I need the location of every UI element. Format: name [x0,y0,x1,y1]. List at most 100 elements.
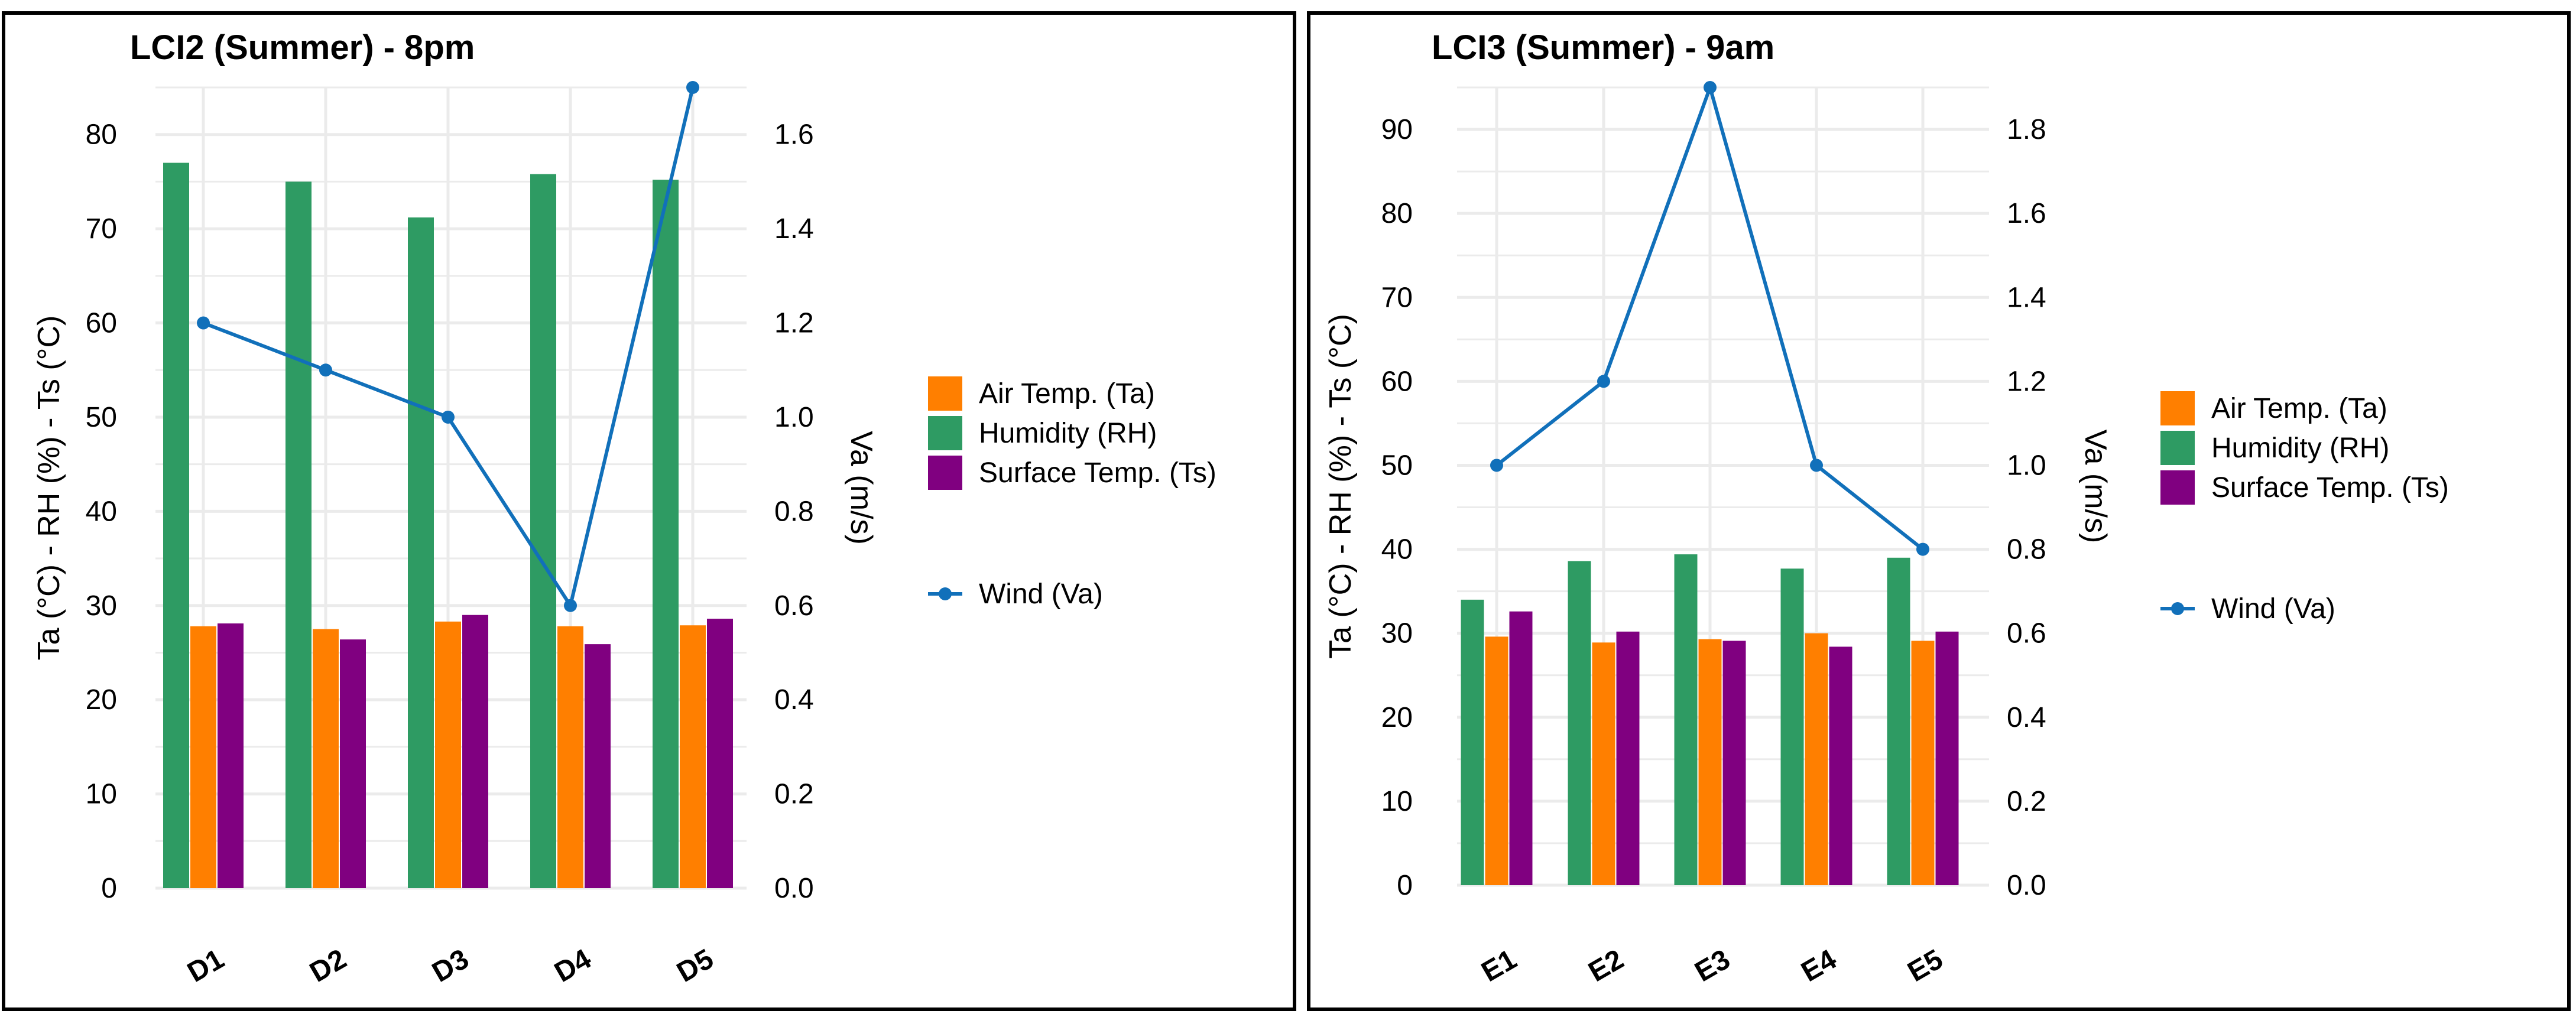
bar-air_temp-E1 [1485,636,1508,885]
chart-title: LCI3 (Summer) - 9am [1432,28,1774,67]
y-tick-label: 60 [86,308,117,339]
y2-axis-title: Va (m/s) [2078,430,2113,544]
y-tick-label: 70 [1381,282,1413,313]
wind-point-D1 [197,316,210,330]
y-tick-label: 50 [1381,450,1413,481]
bar-series-air_temp [190,621,706,888]
legend-swatch-surface_temp [2160,470,2195,505]
wind-point-D2 [319,363,332,377]
bar-humidity-E3 [1674,554,1698,885]
wind-point-E4 [1810,459,1823,472]
legend-swatch-air_temp [2160,391,2195,425]
bar-series-humidity [163,162,679,889]
y2-tick-label: 0.6 [774,590,814,622]
bar-surface_temp-D5 [707,619,733,888]
wind-point-E5 [1916,542,1929,556]
y2-tick-label: 1.2 [774,308,814,339]
bar-air_temp-D4 [557,626,583,888]
y-tick-label: 40 [1381,534,1413,566]
bar-surface_temp-D3 [462,615,488,888]
y2-tick-label: 0.0 [774,873,814,904]
bar-air_temp-D5 [680,625,706,888]
y2-tick-label: 1.4 [2007,282,2046,313]
bar-surface_temp-D1 [218,623,244,888]
y-tick-label: 80 [86,119,117,151]
y-tick-label: 20 [1381,702,1413,733]
bar-humidity-E1 [1461,599,1484,885]
y-tick-label: 50 [86,402,117,433]
bar-air_temp-D3 [435,621,461,888]
y2-tick-label: 1.0 [774,402,814,433]
bar-humidity-D1 [163,162,189,888]
legend: Air Temp. (Ta) Humidity (RH) Surface Temp.… [928,376,1216,610]
bar-humidity-D4 [530,174,556,888]
y2-tick-label: 0.4 [774,684,814,716]
legend-swatch-humidity [2160,431,2195,465]
y2-tick-label: 1.6 [2007,198,2046,229]
y2-tick-label: 0.2 [774,779,814,810]
y-tick-label: 0 [1397,870,1413,901]
wind-point-D4 [564,599,577,612]
bar-surface_temp-E5 [1935,631,1959,885]
wind-point-D3 [442,410,455,424]
y2-tick-label: 0.8 [774,496,814,527]
bar-series-air_temp [1485,633,1935,885]
bar-surface_temp-E3 [1722,641,1746,885]
legend-label: Humidity (RH) [979,418,1157,449]
y-tick-label: 70 [86,213,117,245]
bar-humidity-D3 [408,217,434,888]
bar-surface_temp-D2 [340,639,366,888]
y2-tick-label: 1.6 [774,119,814,151]
bar-surface_temp-E1 [1509,611,1533,885]
y2-tick-label: 0.2 [2007,786,2046,817]
y-tick-label: 30 [86,590,117,622]
bar-series-surface_temp [218,615,733,888]
y-tick-label: 0 [101,873,117,904]
y2-tick-label: 1.8 [2007,114,2046,145]
bar-air_temp-E3 [1698,639,1722,885]
y2-tick-label: 0.6 [2007,618,2046,649]
chart-panel-2: 0 10 20 30 40 50 60 70 80 90 0.0 0.2 0.4 0.6 0.8 1.0 1.2… [1307,11,2571,1011]
y2-tick-label: 0.8 [2007,534,2046,566]
wind-point-E3 [1704,81,1717,94]
wind-point-E2 [1597,375,1610,388]
bar-humidity-E5 [1887,557,1910,885]
y2-tick-label: 0.0 [2007,870,2046,901]
bar-air_temp-E2 [1592,642,1615,885]
legend-wind-point [2171,602,2184,615]
bar-surface_temp-D4 [585,644,611,888]
bar-air_temp-D2 [313,629,339,888]
chart-title: LCI2 (Summer) - 8pm [130,28,475,67]
y-tick-label: 60 [1381,366,1413,397]
bar-series-humidity [1461,554,1910,885]
legend-wind-point [939,587,952,600]
wind-point-D5 [686,81,699,94]
bar-surface_temp-E4 [1829,646,1852,885]
y2-tick-label: 0.4 [2007,702,2046,733]
bar-surface_temp-E2 [1616,631,1640,885]
y-tick-label: 20 [86,684,117,716]
legend-label: Humidity (RH) [2211,433,2389,464]
chart-panel-1: 0 10 20 30 40 50 60 70 80 0.0 0.2 0.4 0.6 0.8 1.0 1.2 1.… [2,11,1296,1011]
bar-humidity-D5 [653,180,679,889]
bar-air_temp-D1 [190,626,216,888]
bar-humidity-E2 [1568,561,1591,885]
y2-tick-label: 1.0 [2007,450,2046,481]
legend-label: Surface Temp. (Ts) [2211,472,2449,503]
bar-series-surface_temp [1509,611,1959,885]
y-tick-label: 10 [1381,786,1413,817]
y-tick-label: 40 [86,496,117,527]
line-series-wind [197,81,699,612]
bar-air_temp-E4 [1805,633,1828,885]
legend-swatch-air_temp [928,376,962,411]
y-tick-label: 10 [86,779,117,810]
bar-air_temp-E5 [1911,641,1935,885]
wind-point-E1 [1490,459,1503,472]
bar-humidity-E4 [1780,568,1804,885]
y2-axis-title: Va (m/s) [844,431,878,545]
legend-label: Wind (Va) [2211,593,2335,625]
line-series-wind [1490,81,1929,556]
bar-humidity-D2 [285,181,312,889]
